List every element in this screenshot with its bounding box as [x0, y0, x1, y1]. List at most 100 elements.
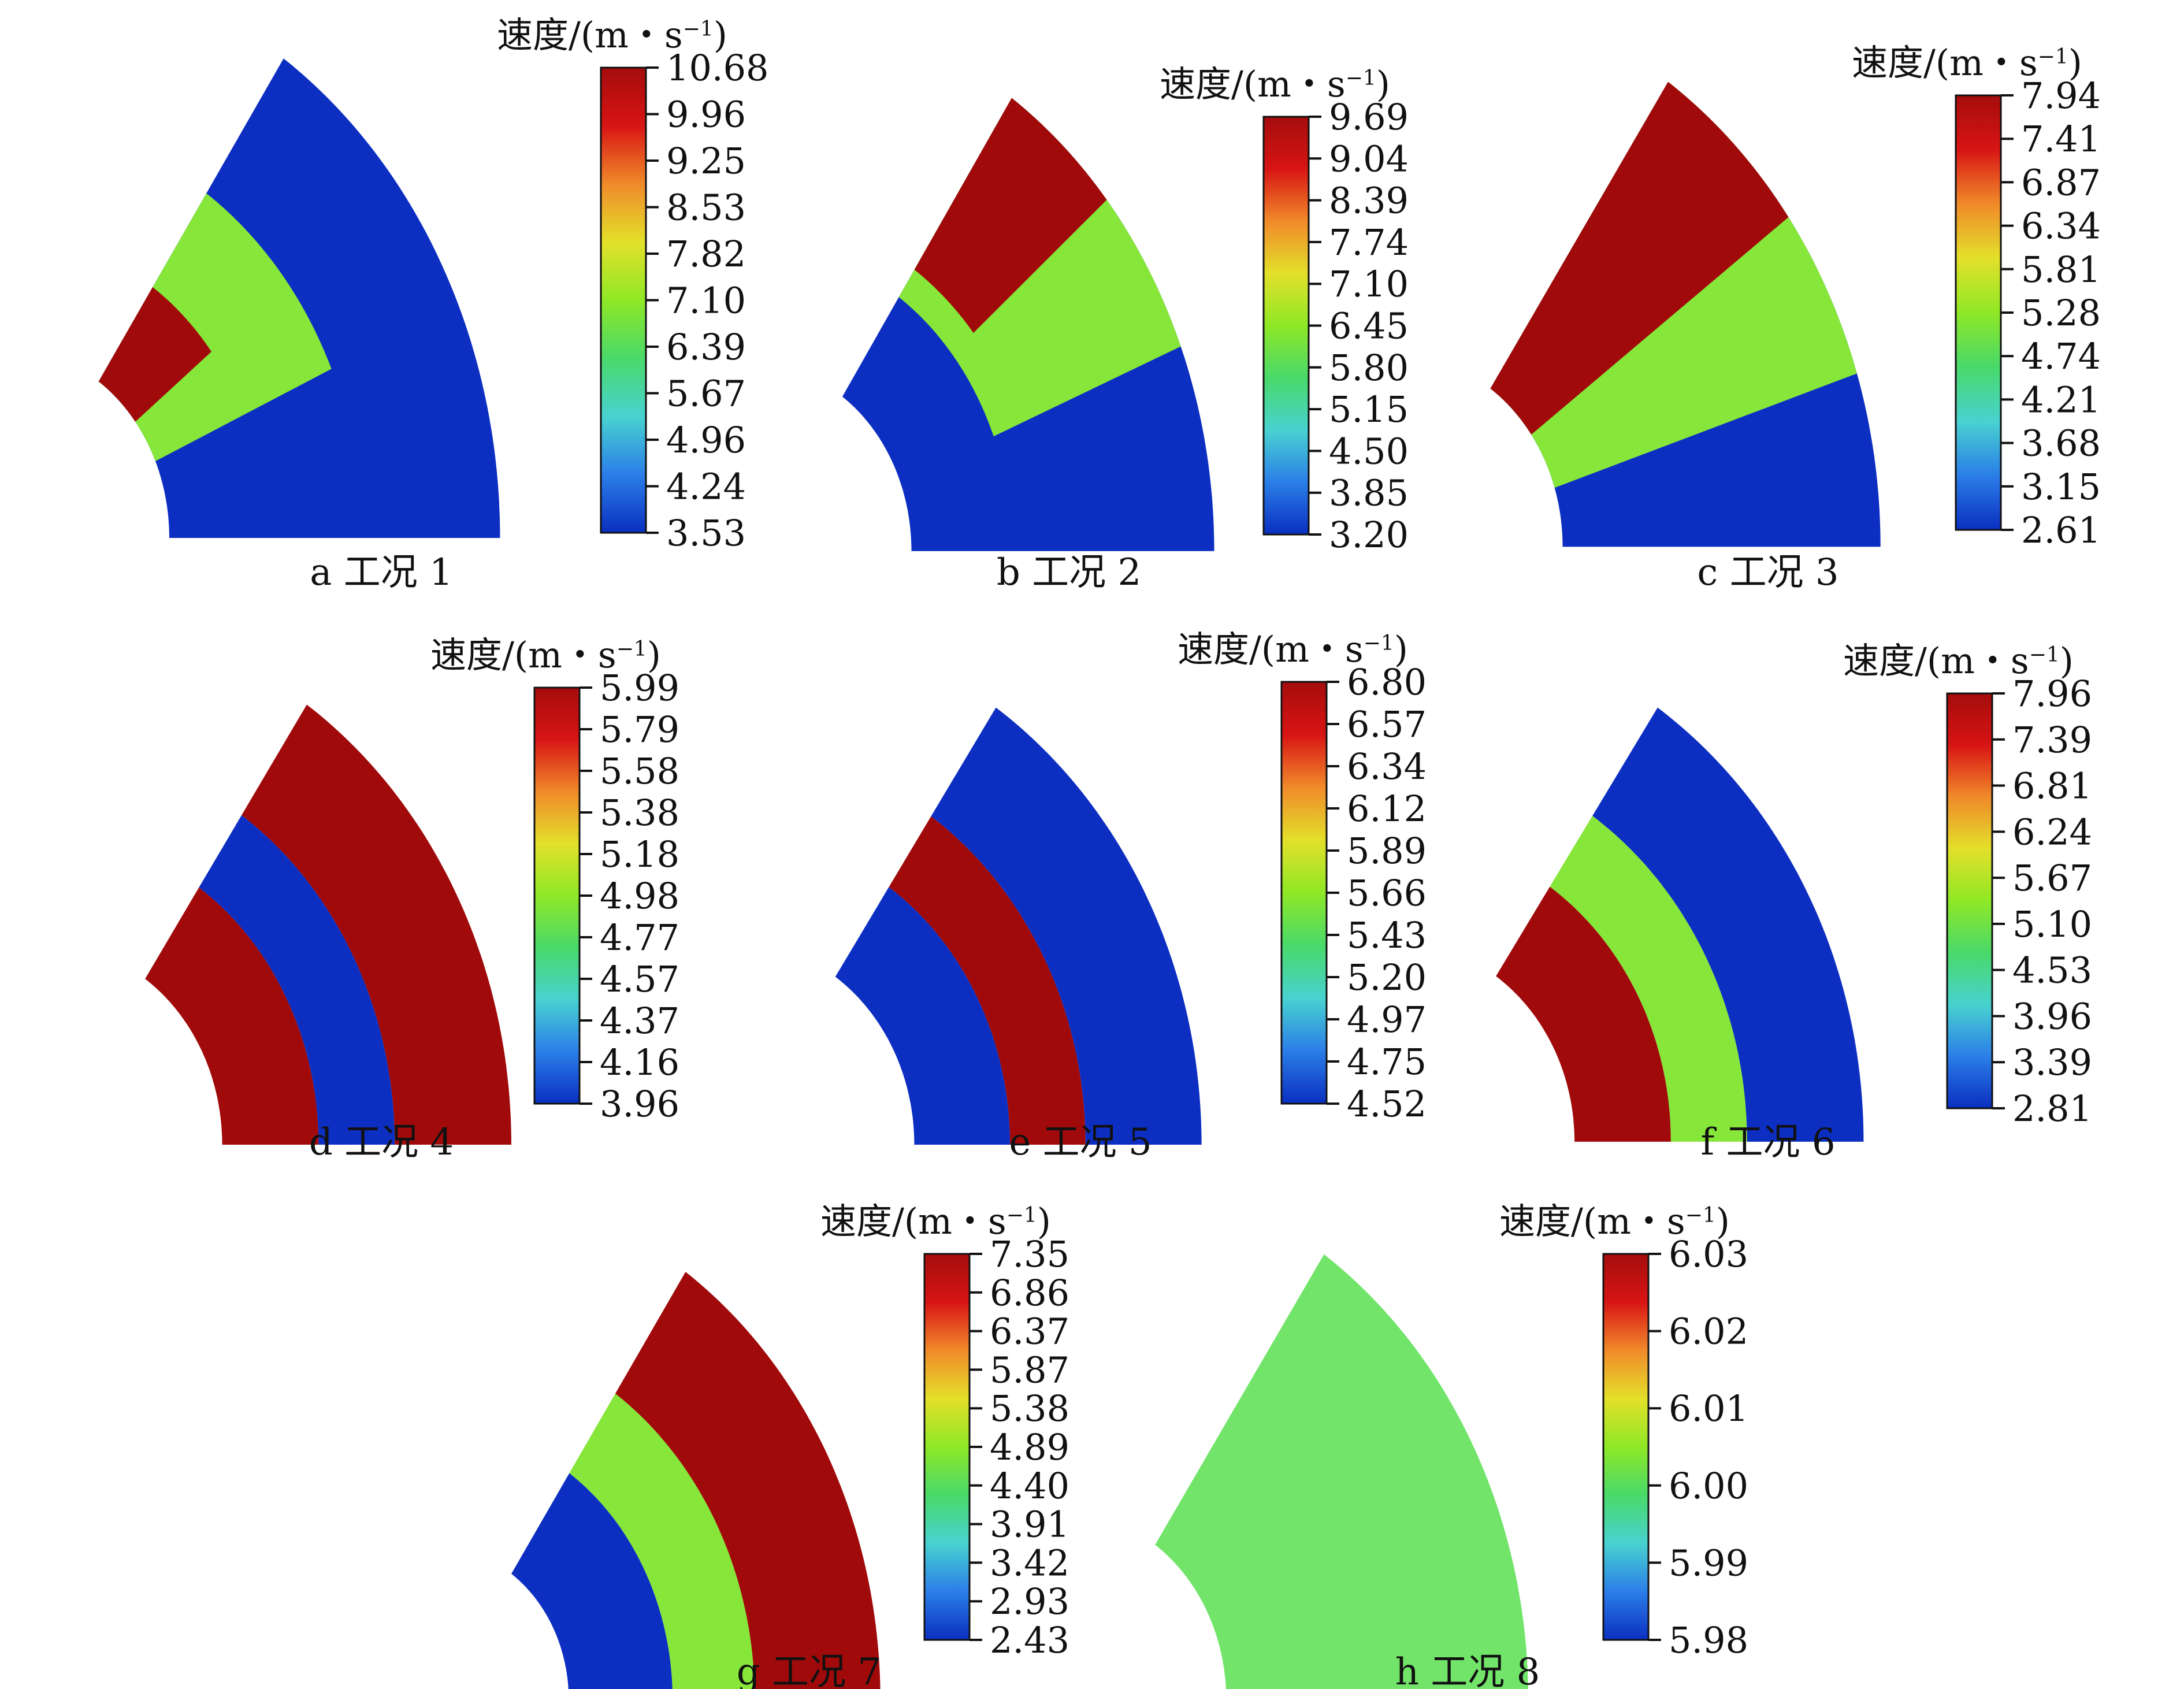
tick-label: 5.18 — [600, 833, 679, 875]
tick-label: 3.39 — [2012, 1041, 2092, 1083]
tick-label: 5.20 — [1347, 956, 1427, 998]
tick-label: 7.10 — [1329, 263, 1409, 305]
legend-title: 速度/(m・s−1) — [1843, 640, 2074, 682]
tick-label: 3.15 — [2021, 466, 2101, 508]
tick-label: 9.04 — [1329, 138, 1409, 180]
region-red — [1490, 81, 1789, 435]
tick-label: 6.57 — [1347, 703, 1427, 745]
tick-label: 3.96 — [600, 1083, 679, 1125]
region-red — [98, 287, 211, 422]
tick-label: 2.81 — [2012, 1087, 2092, 1130]
band-inner-blue — [835, 887, 1011, 1145]
band-outer-red — [615, 1272, 881, 1689]
contour-fan-2 — [842, 98, 1214, 551]
tick-label: 2.61 — [2021, 509, 2101, 551]
colorbar — [533, 686, 581, 1105]
tick-label: 3.68 — [2021, 422, 2101, 465]
tick-label: 10.68 — [666, 47, 769, 89]
tick-label: 7.41 — [2021, 118, 2101, 160]
legend-title: 速度/(m・s−1) — [430, 634, 661, 676]
legend-title: 速度/(m・s−1) — [1499, 1200, 1730, 1242]
tick-label: 4.89 — [990, 1426, 1069, 1468]
colorbar — [1946, 692, 1993, 1109]
band-outer-blue — [1592, 707, 1864, 1142]
legend-title-sup: −1 — [2029, 643, 2060, 667]
tick-label: 7.82 — [666, 233, 746, 275]
tick-label: 5.38 — [600, 792, 679, 834]
legend-title-close: ) — [2060, 640, 2074, 682]
tick-label: 7.94 — [2021, 75, 2101, 117]
legend-title-close: ) — [1037, 1200, 1051, 1242]
legend-title-sup: −1 — [1364, 632, 1394, 655]
tick-label: 5.99 — [600, 667, 679, 709]
tick-label: 3.53 — [666, 512, 746, 554]
band-inner-red — [1496, 886, 1671, 1142]
legend-3: 速度/(m・s−1)7.947.416.876.345.815.284.744.… — [1852, 42, 2101, 551]
tick-label: 6.02 — [1669, 1311, 1748, 1353]
tick-label: 4.77 — [600, 916, 679, 959]
band-outer-blue — [931, 707, 1202, 1145]
tick-label: 5.43 — [1347, 914, 1427, 956]
tick-label: 6.34 — [2021, 205, 2101, 247]
tick-label: 4.98 — [600, 875, 679, 917]
legend-title-text: 速度/(m・s — [1178, 628, 1364, 670]
tick-label: 4.75 — [1347, 1041, 1427, 1083]
legend-title: 速度/(m・s−1) — [1160, 63, 1390, 105]
colorbar — [1955, 94, 2002, 531]
colorbar — [600, 66, 647, 534]
tick-label: 6.37 — [990, 1311, 1069, 1353]
legend-title-sup: −1 — [1006, 1204, 1037, 1227]
legend-title: 速度/(m・s−1) — [1178, 628, 1408, 670]
tick-label: 4.52 — [1347, 1083, 1427, 1125]
legend-8: 速度/(m・s−1)6.03 6.02 6.01 6.00 5.99 5.98 — [1499, 1200, 1748, 1661]
tick-label: 4.37 — [600, 1000, 679, 1042]
legend-title-sup: −1 — [1346, 66, 1376, 90]
panel-caption: a 工况 1 — [310, 551, 453, 594]
tick-label: 4.57 — [600, 958, 679, 1000]
tick-label: 3.42 — [990, 1542, 1069, 1584]
tick-label: 7.10 — [666, 280, 746, 322]
tick-label: 6.24 — [2012, 811, 2092, 853]
legend-title-close: ) — [1376, 63, 1390, 105]
band-middle-green — [569, 1393, 755, 1689]
legend-title-text: 速度/(m・s — [1852, 42, 2038, 84]
contour-fan-3 — [1490, 81, 1881, 547]
band-inner-red — [145, 887, 319, 1145]
tick-label: 7.74 — [1329, 221, 1409, 263]
legend-title-text: 速度/(m・s — [1843, 640, 2029, 682]
tick-label: 5.38 — [990, 1387, 1069, 1430]
tick-label: 6.80 — [1347, 661, 1427, 703]
tick-label: 2.93 — [990, 1580, 1069, 1623]
colorbar — [923, 1253, 971, 1641]
legend-4: 速度/(m・s−1)5.995.795.585.385.184.984.774.… — [430, 634, 679, 1125]
contour-fan-8 — [1155, 1254, 1529, 1689]
tick-label: 5.28 — [2021, 292, 2101, 334]
tick-label: 4.50 — [1329, 430, 1409, 472]
legend-7: 速度/(m・s−1)7.356.866.375.875.384.894.403.… — [820, 1200, 1069, 1661]
tick-label: 6.86 — [990, 1272, 1069, 1314]
tick-label: 4.16 — [600, 1041, 679, 1083]
tick-label: 7.39 — [2012, 719, 2092, 761]
tick-label: 9.25 — [666, 140, 746, 182]
contour-fan-6 — [1496, 707, 1864, 1142]
tick-label: 6.03 — [1669, 1233, 1748, 1275]
legend-2: 速度/(m・s−1)9.699.048.397.747.106.455.805.… — [1160, 63, 1409, 556]
tick-label: 6.45 — [1329, 305, 1409, 347]
band-middle-red — [889, 816, 1086, 1145]
tick-label: 4.74 — [2021, 335, 2101, 377]
legend-title: 速度/(m・s−1) — [497, 14, 727, 56]
legend-title-text: 速度/(m・s — [430, 634, 616, 676]
band-inner-blue — [511, 1473, 673, 1689]
contour-fan-4 — [145, 704, 511, 1145]
tick-label: 3.91 — [990, 1504, 1069, 1546]
legend-title-text: 速度/(m・s — [1499, 1200, 1685, 1242]
tick-label: 5.66 — [1347, 872, 1427, 914]
band-outer-red — [242, 704, 511, 1145]
tick-label: 6.01 — [1669, 1387, 1748, 1430]
region-uniform — [1155, 1254, 1529, 1689]
panel-caption: d 工况 4 — [309, 1121, 454, 1164]
tick-label: 5.81 — [2021, 248, 2101, 291]
tick-label: 4.40 — [990, 1465, 1069, 1507]
legend-1: 速度/(m・s−1)10.68 9.969.25 8.537.82 7.106.39 5… — [497, 14, 769, 554]
